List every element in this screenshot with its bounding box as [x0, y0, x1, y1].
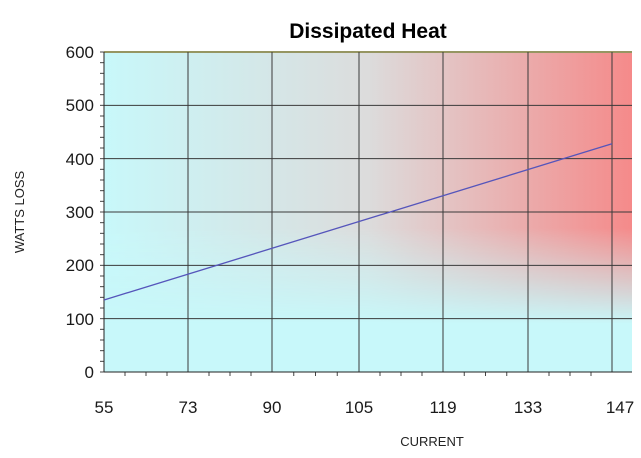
x-tick-label: 133	[514, 398, 542, 417]
y-tick-label: 500	[66, 96, 94, 115]
series-line-1	[103, 143, 613, 301]
y-tick-label: 600	[66, 43, 94, 62]
chart-title: Dissipated Heat	[289, 20, 447, 43]
y-tick-label: 100	[66, 310, 94, 329]
minor-ticks	[100, 51, 592, 376]
y-tick-label: 300	[66, 203, 94, 222]
x-tick-label: 147	[606, 398, 634, 417]
y-tick-labels: 0 100 200 300 400 500 600	[66, 43, 94, 382]
y-tick-label: 400	[66, 150, 94, 169]
y-axis-label: WATTS LOSS	[12, 171, 27, 254]
x-tick-label: 55	[95, 398, 114, 417]
series-layer	[103, 143, 613, 301]
x-tick-label: 73	[179, 398, 198, 417]
x-tick-label: 90	[263, 398, 282, 417]
x-tick-label: 105	[345, 398, 373, 417]
grid-lines	[104, 51, 632, 372]
x-tick-labels: 55 73 90 105 119 133 147	[95, 398, 635, 417]
x-axis-label: CURRENT	[400, 434, 464, 449]
y-tick-label: 0	[85, 363, 94, 382]
x-tick-label: 119	[429, 398, 456, 417]
y-tick-label: 200	[66, 256, 94, 275]
